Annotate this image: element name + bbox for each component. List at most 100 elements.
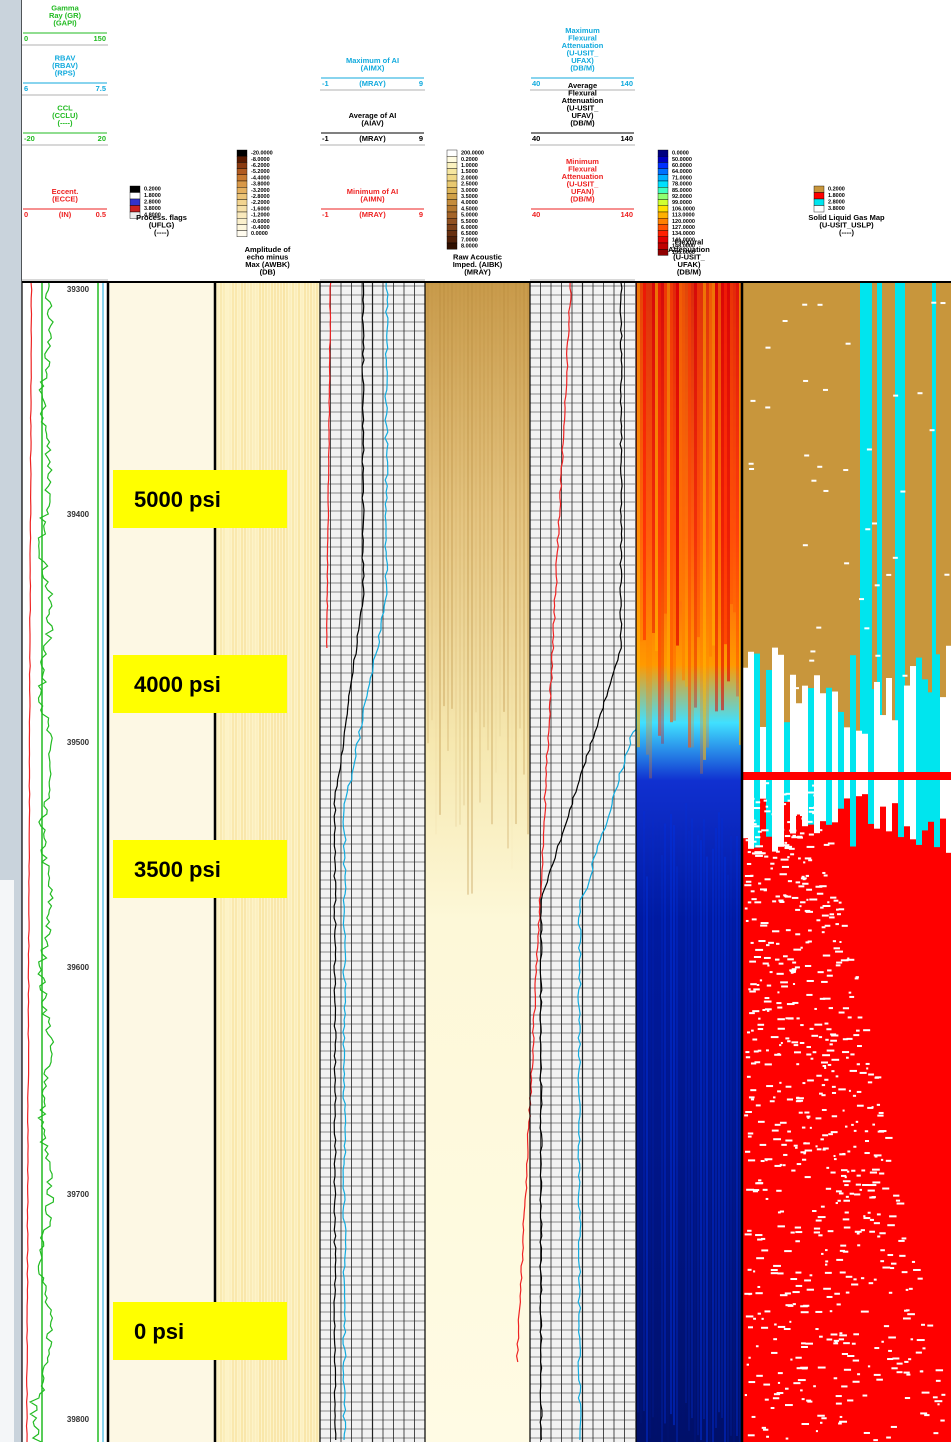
slg-speck — [853, 1145, 857, 1148]
slg-liquid — [850, 655, 856, 847]
impedance-stripe — [435, 282, 437, 834]
slg-speck — [745, 1315, 754, 1318]
slg-speck — [798, 885, 805, 888]
scale-label: -1 — [322, 210, 329, 219]
slg-speck — [763, 1383, 771, 1386]
slg-speck — [806, 993, 813, 996]
slg-speck — [847, 1016, 852, 1019]
slg-speck — [804, 1176, 811, 1179]
slg-speck — [801, 1126, 806, 1129]
slg-speck — [761, 829, 769, 832]
legend-label: 120.0000 — [672, 219, 695, 225]
header-text: Ray (GR) — [49, 11, 82, 20]
slg-speck — [847, 1355, 855, 1358]
slg-speck — [777, 1090, 781, 1093]
flexural-stripe — [691, 282, 694, 748]
header-text: (AIMX) — [361, 63, 385, 72]
slg-speck — [779, 1081, 782, 1084]
slg-speck — [846, 1037, 853, 1040]
legend-swatch — [657, 248, 669, 256]
slg-speck — [792, 961, 797, 964]
slg-speck — [780, 858, 789, 861]
slg-speck — [793, 1144, 798, 1147]
slg-speck — [776, 972, 784, 975]
slg-speck — [806, 845, 815, 848]
slg-speck — [755, 1104, 761, 1107]
slg-speck — [752, 825, 760, 828]
header-text: (AIAV) — [361, 118, 384, 127]
depth-label: 39800 — [67, 1415, 90, 1424]
legend-swatch — [446, 242, 458, 250]
header-text: (DB/M) — [570, 63, 595, 72]
flexural-stripe — [640, 823, 642, 1424]
slg-speck — [845, 1195, 849, 1198]
slg-speck — [854, 1193, 861, 1196]
slg-speck — [904, 1397, 911, 1400]
track-raw-impedance — [425, 282, 530, 1442]
slg-speck — [777, 1325, 786, 1328]
legend-label: 2.8000 — [828, 200, 845, 206]
slg-speck — [764, 878, 771, 881]
slg-speck — [795, 1240, 800, 1243]
slg-speck — [757, 1049, 762, 1052]
slg-speck — [778, 962, 784, 965]
slg-liquid — [814, 675, 820, 834]
slg-speck — [821, 926, 826, 929]
slg-speck — [844, 1184, 849, 1187]
slg-speck — [820, 1138, 824, 1141]
slg-speck — [890, 1267, 895, 1270]
slg-speck — [802, 303, 808, 306]
slg-speck — [747, 1326, 754, 1329]
slg-speck — [874, 1155, 878, 1158]
impedance-stripe — [447, 282, 449, 751]
legend-swatch — [236, 186, 248, 194]
slg-speck — [777, 1053, 781, 1056]
slg-speck — [785, 1139, 793, 1142]
slg-speck — [822, 388, 828, 391]
legend-label: 99.0000 — [672, 200, 692, 206]
slg-speck — [770, 1036, 779, 1039]
header-text: RBAV — [55, 53, 76, 62]
slg-speck — [792, 983, 796, 986]
slg-speck — [854, 1230, 862, 1233]
header-text: (DB) — [260, 267, 276, 276]
slg-speck — [800, 877, 807, 880]
slg-speck — [847, 1150, 851, 1153]
legend-label: -5.2000 — [251, 169, 270, 175]
slg-speck — [808, 859, 813, 862]
slg-speck — [798, 1111, 803, 1114]
legend-swatch — [657, 236, 669, 244]
slg-speck — [868, 1184, 877, 1187]
flexural-stripe — [724, 856, 726, 1442]
legend-swatch — [236, 205, 248, 213]
legend-swatch — [657, 211, 669, 219]
legend-label: -2.2000 — [251, 200, 270, 206]
legend-swatch — [657, 168, 669, 176]
slg-speck — [866, 1067, 869, 1070]
legend-swatch — [129, 192, 141, 200]
slg-speck — [860, 1310, 869, 1313]
slg-speck — [780, 793, 787, 796]
slg-speck — [839, 1334, 847, 1337]
flexural-stripe — [658, 822, 660, 1422]
slg-speck — [790, 1358, 793, 1361]
slg-speck — [869, 1171, 878, 1174]
legend-swatch — [236, 180, 248, 188]
slg-speck — [839, 1415, 843, 1418]
slg-speck — [833, 1158, 837, 1161]
slg-speck — [744, 884, 752, 887]
slg-speck — [777, 1272, 784, 1275]
slg-speck — [770, 867, 773, 870]
impedance-stripe — [443, 282, 445, 707]
slg-speck — [908, 1358, 912, 1361]
slg-speck — [822, 904, 831, 907]
slg-speck — [787, 1040, 791, 1043]
slg-speck — [830, 1033, 837, 1036]
slg-speck — [869, 1230, 875, 1233]
slg-speck — [747, 1229, 752, 1232]
slg-speck — [844, 1176, 847, 1179]
slg-speck — [809, 1027, 814, 1030]
flexural-stripe — [676, 282, 679, 646]
pressure-box — [113, 1302, 287, 1360]
